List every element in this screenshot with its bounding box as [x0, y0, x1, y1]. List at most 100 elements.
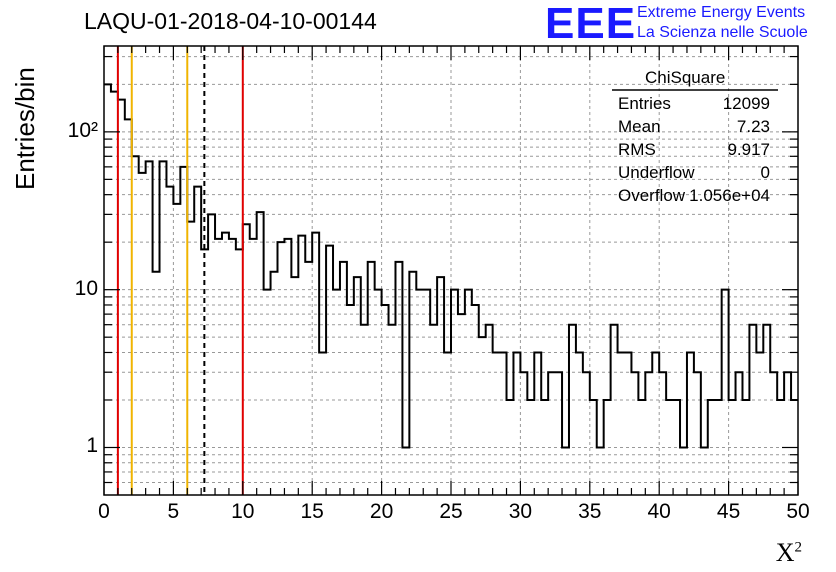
histogram-bin — [125, 119, 132, 495]
histogram-bin — [527, 400, 534, 495]
histogram-bin — [694, 372, 701, 495]
plot-title: LAQU-01-2018-04-10-00144 — [84, 8, 377, 34]
histogram-bin — [278, 242, 285, 495]
histogram-bin — [618, 352, 625, 495]
x-tick-label: 50 — [786, 500, 810, 523]
histogram-bin — [298, 236, 305, 495]
histogram-bin — [208, 214, 215, 495]
histogram-bin — [513, 352, 520, 495]
histogram-bin — [479, 337, 486, 495]
histogram-bin — [215, 239, 222, 495]
histogram-bin — [257, 212, 264, 495]
histogram-bin — [375, 290, 382, 495]
histogram-bin — [722, 290, 729, 495]
histogram-bin — [611, 325, 618, 495]
histogram-bin — [729, 400, 736, 495]
histogram-bin — [430, 325, 437, 495]
stats-key: Overflow — [618, 186, 686, 205]
histogram-bin — [451, 290, 458, 495]
histogram-bin — [389, 325, 396, 495]
histogram-bin — [284, 239, 291, 495]
histogram-series — [104, 83, 798, 449]
histogram-bin — [333, 290, 340, 495]
histogram-bin — [243, 224, 250, 495]
histogram-bin — [382, 305, 389, 495]
y-tick-label: 10 — [74, 276, 98, 300]
x-axis-label-sup: 2 — [794, 539, 803, 556]
histogram-bin — [770, 372, 777, 495]
x-tick-label: 30 — [508, 500, 533, 523]
histogram-bin — [548, 372, 555, 495]
histogram-bin — [583, 372, 590, 495]
histogram-bin — [576, 352, 583, 495]
histogram-bin — [139, 173, 146, 495]
histogram-bin — [166, 187, 173, 495]
histogram-bin — [236, 249, 243, 495]
eee-logo: EEE — [545, 0, 637, 48]
histogram-bin — [749, 325, 756, 495]
stats-value: 9.917 — [727, 140, 770, 159]
histogram-bin — [652, 352, 659, 495]
histogram-bin — [597, 447, 604, 495]
histogram-bin — [541, 400, 548, 495]
stats-key: RMS — [618, 140, 656, 159]
histogram-bin — [187, 222, 194, 495]
histogram-bin — [194, 187, 201, 495]
histogram-bin — [534, 352, 541, 495]
histogram-bin — [354, 277, 361, 495]
histogram-bin — [562, 447, 569, 495]
y-tick-label: 10² — [67, 118, 98, 142]
histogram-bin — [118, 100, 125, 495]
x-axis-label-base: X — [775, 538, 795, 567]
stats-row-mean: Mean 7.23 — [618, 117, 770, 139]
logo-line-2: La Scienza nelle Scuole — [637, 24, 808, 41]
stats-value: 0 — [760, 163, 770, 182]
histogram-bin — [250, 239, 257, 495]
histogram-bin — [687, 352, 694, 495]
histogram-bin — [555, 372, 562, 495]
histogram-bin — [416, 290, 423, 495]
histogram-bin — [132, 156, 139, 495]
histogram-bin — [715, 400, 722, 495]
histogram-bin — [229, 239, 236, 495]
histogram-bin — [493, 352, 500, 495]
histogram-bin — [340, 262, 347, 495]
x-axis-label: X2 — [776, 538, 802, 568]
histogram-bin — [701, 447, 708, 495]
stats-row-underflow: Underflow 0 — [618, 163, 770, 185]
stats-row-entries: Entries 12099 — [618, 94, 770, 116]
histogram-bin — [507, 400, 514, 495]
x-tick-label: 45 — [716, 500, 741, 523]
histogram-bin — [305, 262, 312, 495]
histogram-bin — [423, 290, 430, 495]
x-tick-label: 0 — [98, 500, 110, 523]
stats-value: 7.23 — [736, 117, 770, 136]
histogram-bin — [465, 290, 472, 495]
histogram-bin — [326, 246, 333, 495]
histogram-bin — [569, 325, 576, 495]
x-tick-label: 20 — [369, 500, 394, 523]
histogram-bin — [736, 372, 743, 495]
x-tick-label: 25 — [439, 500, 463, 523]
histogram-bin — [368, 262, 375, 495]
histogram-bin — [784, 372, 791, 495]
stats-key: Mean — [618, 117, 661, 136]
histogram-bin — [312, 233, 319, 495]
histogram-bin — [160, 161, 167, 495]
x-tick-label: 35 — [578, 500, 602, 523]
histogram-bin — [500, 352, 507, 495]
histogram-bin — [395, 262, 402, 495]
histogram-bin — [666, 400, 673, 495]
histogram-bin — [680, 447, 687, 495]
histogram-bin — [319, 352, 326, 495]
histogram-bin — [347, 305, 354, 495]
histogram-bin — [146, 161, 153, 495]
histogram-bin — [271, 272, 278, 495]
histogram-bin — [631, 372, 638, 495]
histogram-bin — [756, 352, 763, 495]
stats-value: 1.056e+04 — [689, 186, 770, 205]
histogram-bin — [673, 400, 680, 495]
stats-value: 12099 — [722, 94, 770, 113]
